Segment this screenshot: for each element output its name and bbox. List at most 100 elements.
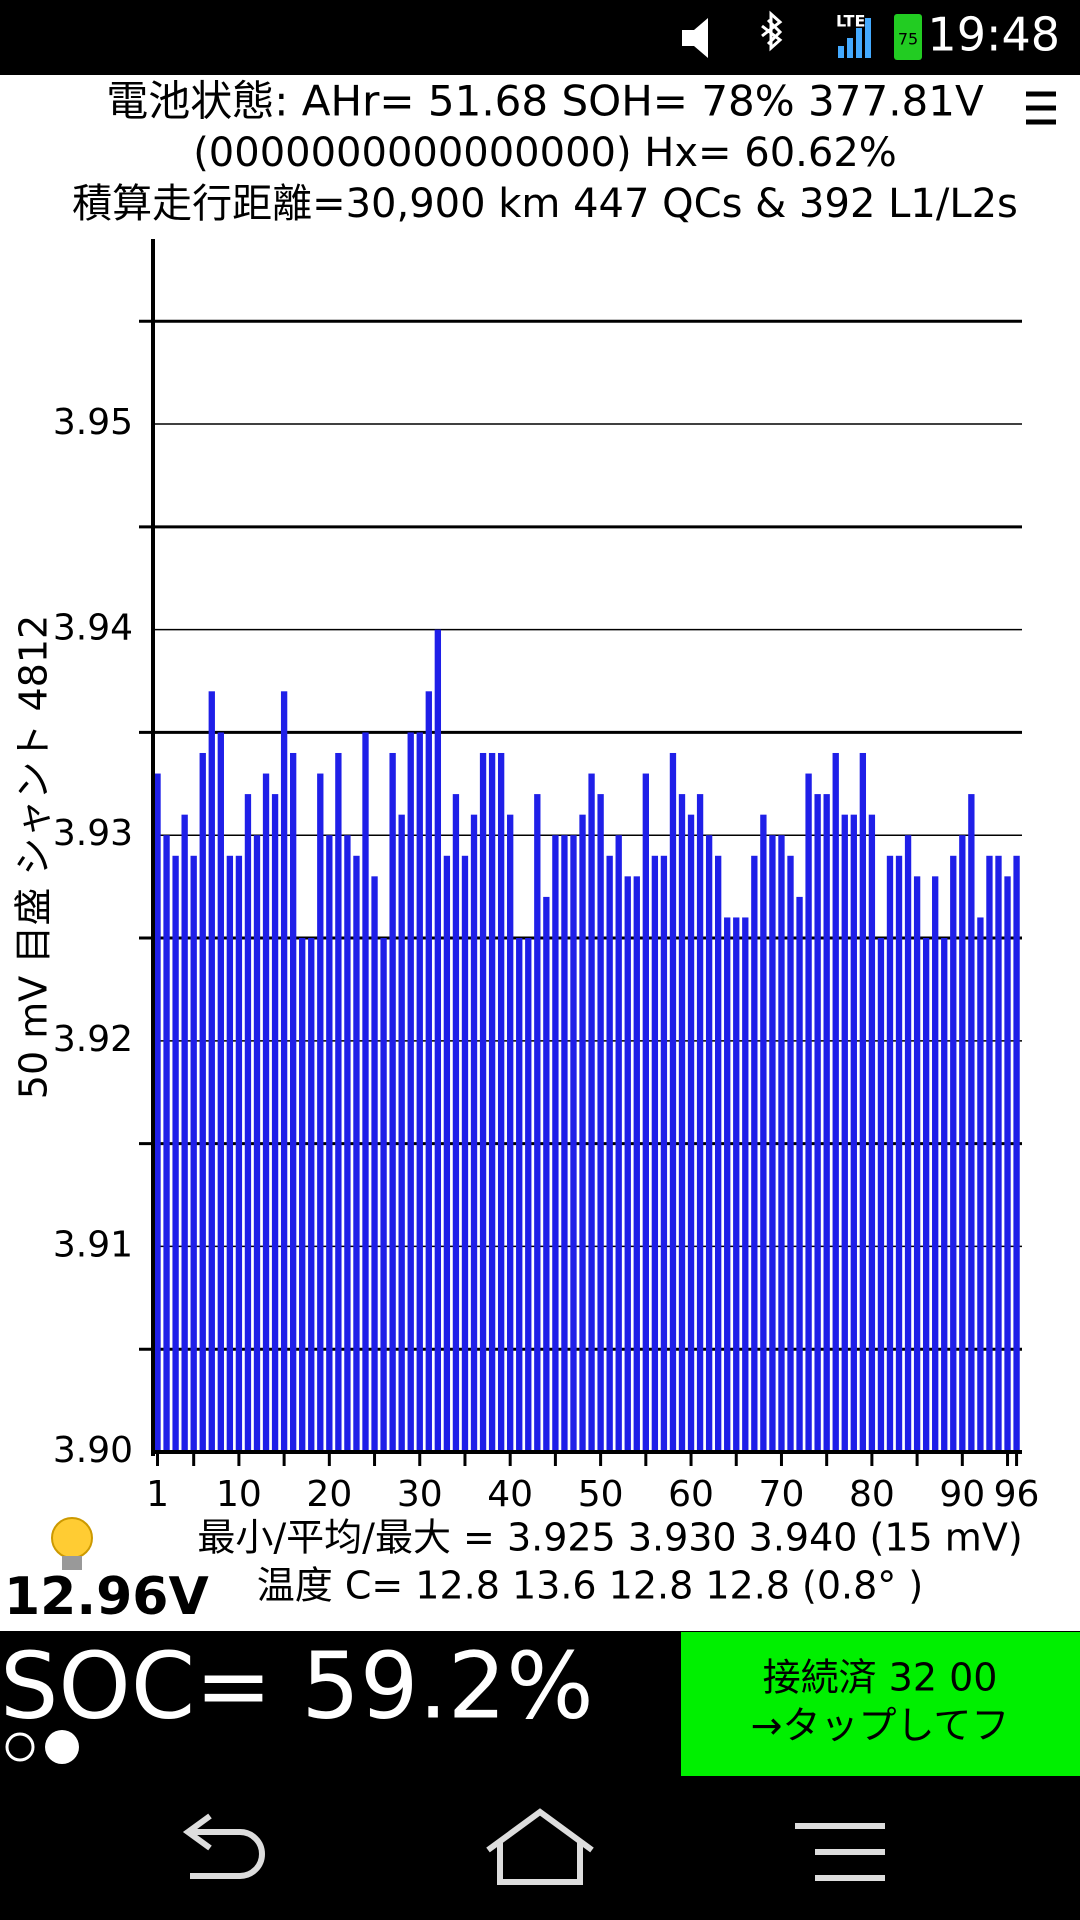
temperature-summary: 温度 C= 12.8 13.6 12.8 12.8 (0.8° )	[257, 1564, 923, 1608]
bar	[416, 732, 423, 1452]
y-tick-label: 3.91	[53, 1224, 133, 1265]
bar	[778, 835, 785, 1452]
y-tick-label: 3.90	[53, 1430, 133, 1471]
bar	[579, 814, 586, 1452]
bar	[724, 917, 731, 1452]
bar	[660, 855, 668, 1452]
bar	[850, 814, 857, 1452]
bar	[353, 855, 360, 1452]
y-tick-label: 3.93	[53, 813, 133, 854]
battery-icon	[894, 14, 922, 60]
button-text[interactable]: →タップしてフ	[751, 1704, 1010, 1748]
aux-voltage: 12.96V	[4, 1567, 209, 1627]
x-tick-label: 30	[397, 1474, 443, 1515]
button-text[interactable]: 接続済 32 00	[763, 1656, 998, 1700]
signal-bar	[847, 38, 853, 58]
soc: SOC= 59.2%	[0, 1632, 594, 1739]
bar	[362, 732, 369, 1452]
bar	[904, 835, 912, 1452]
bar	[570, 835, 577, 1452]
bar	[398, 814, 405, 1452]
bar	[705, 835, 713, 1452]
bar	[163, 835, 170, 1452]
bar	[986, 855, 993, 1452]
bar	[841, 814, 848, 1452]
y-tick-label: 3.92	[53, 1019, 133, 1060]
bar	[154, 773, 161, 1452]
bar	[932, 876, 939, 1452]
bar	[425, 691, 432, 1452]
bar	[769, 835, 776, 1452]
x-tick-label: 96	[994, 1474, 1040, 1515]
bar	[226, 855, 234, 1452]
signal-bar	[856, 28, 862, 58]
bar	[552, 835, 559, 1452]
bar	[208, 691, 215, 1452]
x-tick-label: 10	[216, 1474, 262, 1515]
bar	[507, 814, 514, 1452]
bar	[805, 773, 812, 1452]
x-tick-label: 70	[759, 1474, 805, 1515]
bar	[977, 917, 984, 1452]
bar	[470, 814, 478, 1452]
header-line: 電池状態: AHr= 51.68 SOH= 78% 377.81V	[106, 77, 984, 126]
bar	[253, 835, 261, 1452]
bar	[868, 814, 876, 1452]
bar	[525, 938, 532, 1452]
bar	[461, 855, 469, 1452]
bar	[651, 855, 659, 1452]
bar	[217, 732, 224, 1452]
bar	[271, 794, 279, 1452]
home-button[interactable]	[486, 1808, 594, 1885]
bar	[922, 938, 930, 1452]
bar	[1013, 855, 1020, 1452]
bar	[696, 794, 704, 1452]
bar	[588, 773, 595, 1452]
cell-summary: 最小/平均/最大 = 3.925 3.930 3.940 (15 mV)	[197, 1516, 1022, 1560]
bar	[561, 835, 568, 1452]
header-line: (0000000000000000) Hx= 60.62%	[193, 130, 897, 176]
bar	[787, 855, 794, 1452]
bar	[543, 896, 550, 1452]
x-tick-label: 60	[668, 1474, 714, 1515]
bar	[371, 876, 378, 1452]
button-bg[interactable]	[681, 1632, 1080, 1776]
clock: 19:48	[927, 8, 1060, 62]
bar	[317, 773, 324, 1452]
bar	[877, 938, 885, 1452]
signal-bar	[865, 18, 871, 58]
bar	[479, 752, 487, 1452]
bar	[289, 752, 297, 1452]
bar	[913, 876, 921, 1452]
bar	[895, 855, 903, 1452]
bar	[968, 794, 975, 1452]
bar	[950, 855, 957, 1452]
bar	[760, 814, 767, 1452]
bar	[516, 938, 523, 1452]
menu-button[interactable]	[795, 1823, 885, 1881]
bar	[796, 896, 803, 1452]
menu-icon[interactable]	[1026, 91, 1056, 125]
status-dot	[5, 1732, 35, 1762]
bar	[380, 938, 387, 1452]
plot: 3.90 3.91 3.92 3.93 3.94 3.95 1 10 20 30 40 50 60 70 8…	[53, 239, 1040, 1515]
header-line: 積算走行距離=30,900 km 447 QCs & 392 L1/L2s	[72, 181, 1018, 227]
bar	[299, 938, 306, 1452]
back-button[interactable]	[182, 1813, 265, 1879]
bar	[244, 794, 252, 1452]
nav-bar	[182, 1808, 885, 1885]
bar	[814, 794, 821, 1452]
status-dot	[45, 1730, 79, 1764]
bar	[190, 855, 197, 1452]
bar	[434, 629, 442, 1452]
bar	[959, 835, 966, 1452]
battery-level: 75	[898, 30, 918, 49]
bar	[488, 752, 496, 1452]
bar	[859, 752, 867, 1452]
bar	[742, 917, 749, 1452]
x-tick-label: 50	[578, 1474, 624, 1515]
connect-button[interactable]: 接続済 32 00 →タップしてフ	[681, 1632, 1080, 1776]
bar	[669, 752, 677, 1452]
